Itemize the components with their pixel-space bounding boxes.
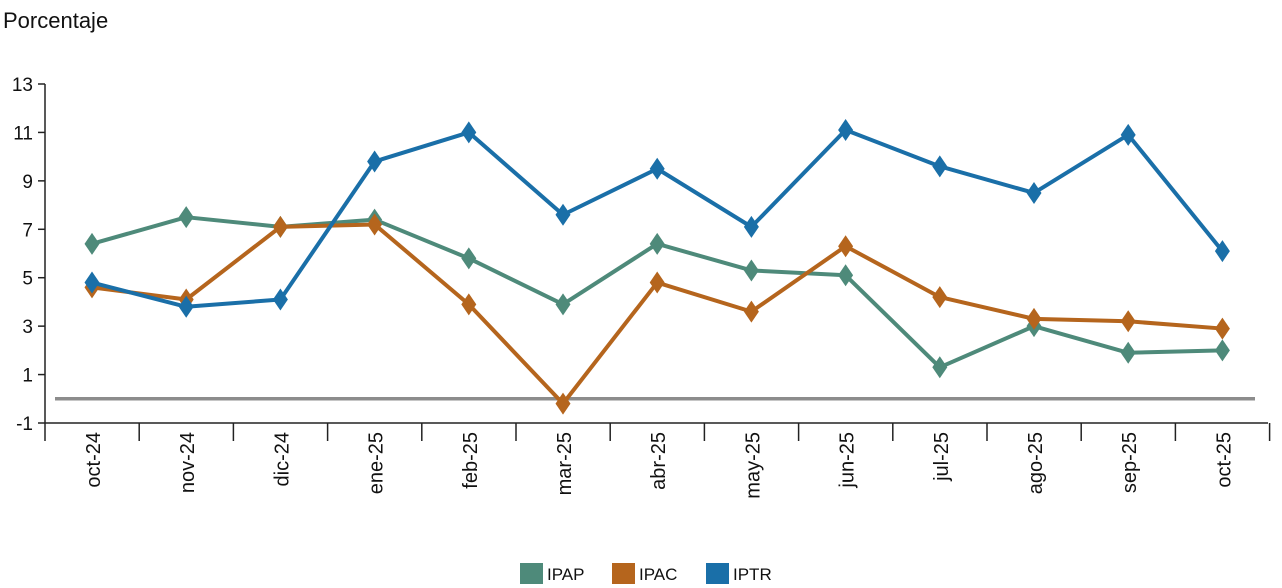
x-tick-label: jul-25 [931, 432, 953, 482]
data-point-ipac [1026, 307, 1042, 330]
data-point-iptr [932, 155, 948, 178]
data-point-ipac [461, 293, 477, 316]
data-point-ipac [272, 215, 288, 238]
data-point-ipap [838, 264, 854, 287]
x-tick-label: oct-24 [83, 432, 105, 488]
x-tick-label: mar-25 [554, 432, 576, 495]
data-point-ipac [649, 271, 665, 294]
x-tick-label: ago-25 [1025, 432, 1047, 494]
y-tick-label: 9 [22, 172, 33, 193]
data-point-iptr [367, 150, 383, 173]
data-point-ipac [1120, 310, 1136, 333]
data-point-ipap [743, 259, 759, 282]
data-point-ipap [84, 232, 100, 255]
x-tick-label: feb-25 [460, 432, 482, 489]
y-tick-label: 13 [12, 75, 33, 96]
x-tick-label: sep-25 [1119, 432, 1141, 493]
x-tick-label: may-25 [742, 432, 764, 499]
y-axis-label: Porcentaje [3, 8, 109, 33]
legend-label-ipap: IPAP [547, 565, 584, 584]
data-point-iptr [272, 288, 288, 311]
y-tick-label: 7 [22, 220, 33, 241]
y-tick-label: 3 [22, 317, 33, 338]
series-iptr [84, 119, 1230, 318]
data-point-iptr [84, 271, 100, 294]
y-tick-label: 11 [13, 123, 33, 144]
legend-label-ipac: IPAC [639, 565, 677, 584]
legend-swatch-ipap [520, 563, 543, 584]
data-point-ipap [555, 293, 571, 316]
x-tick-label: jun-25 [837, 432, 859, 489]
data-point-ipap [461, 247, 477, 270]
data-point-ipac [932, 286, 948, 309]
x-tick-label: ene-25 [366, 432, 388, 494]
data-point-ipap [649, 232, 665, 255]
x-tick-label: abr-25 [648, 432, 670, 490]
legend-item-ipac: IPAC [612, 563, 677, 584]
series-ipac [84, 213, 1230, 415]
data-point-iptr [555, 203, 571, 226]
data-point-ipap [932, 356, 948, 379]
data-point-iptr [461, 121, 477, 144]
legend-item-ipap: IPAP [520, 563, 584, 584]
data-point-iptr [649, 157, 665, 180]
data-point-iptr [1214, 240, 1230, 263]
x-tick-label: dic-24 [271, 432, 293, 486]
data-point-ipac [743, 300, 759, 323]
y-tick-label: 5 [22, 269, 33, 290]
data-point-ipap [1120, 341, 1136, 364]
data-point-ipap [178, 206, 194, 229]
data-point-ipac [838, 235, 854, 258]
data-point-ipac [1214, 317, 1230, 340]
legend-swatch-iptr [706, 563, 729, 584]
data-point-iptr [1120, 123, 1136, 146]
x-tick-label: nov-24 [177, 432, 199, 493]
data-point-iptr [178, 295, 194, 318]
data-point-iptr [1026, 181, 1042, 204]
y-tick-label: -1 [16, 414, 33, 435]
data-point-ipac [555, 392, 571, 415]
data-point-iptr [743, 215, 759, 238]
legend-label-iptr: IPTR [733, 565, 772, 584]
data-point-ipap [1214, 339, 1230, 362]
data-point-ipac [367, 213, 383, 236]
legend: IPAP IPAC IPTR [520, 563, 772, 584]
data-point-iptr [838, 119, 854, 142]
legend-item-iptr: IPTR [706, 563, 772, 584]
x-tick-label: oct-25 [1213, 432, 1235, 488]
y-tick-label: 1 [22, 366, 33, 387]
legend-swatch-ipac [612, 563, 635, 584]
series-group [84, 119, 1230, 415]
